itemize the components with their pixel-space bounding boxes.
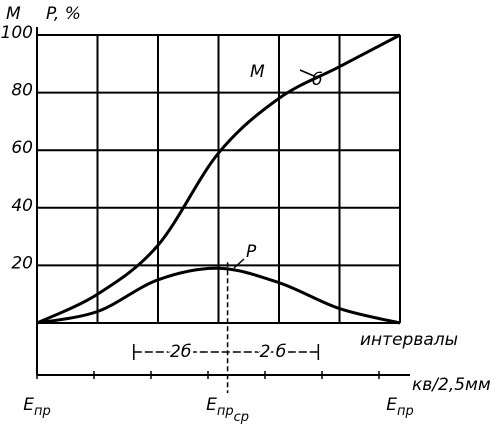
- x-label-base: E: [386, 395, 397, 415]
- y-tick-label: 60: [11, 138, 33, 158]
- y-label: M: [6, 4, 21, 24]
- x-label-sub: пр: [34, 404, 51, 419]
- x-label-sub: пр: [397, 404, 414, 419]
- y-tick-label: 100: [1, 23, 33, 43]
- y-tick-label: 80: [11, 81, 33, 101]
- series-label: P: [246, 242, 257, 262]
- y-tick-label: 40: [11, 196, 33, 216]
- spread-label: 2б: [170, 342, 191, 362]
- unit-label: кв/2,5мм: [412, 375, 491, 395]
- line-series: [36, 266, 401, 325]
- x-label-subsub: ср: [234, 410, 249, 425]
- x-label: Eпрср: [206, 395, 249, 425]
- leader: [299, 69, 315, 77]
- interval-label: интервалы: [360, 330, 458, 350]
- spread-label: 2 б: [260, 342, 287, 362]
- line-series: [36, 33, 401, 325]
- x-label: Eпр: [386, 395, 414, 419]
- y-label-2: P, %: [46, 4, 81, 24]
- x-label-base: E: [206, 395, 217, 415]
- series-label: M: [250, 62, 265, 82]
- x-label-sub: пр: [217, 404, 234, 419]
- x-label-base: E: [23, 395, 34, 415]
- x-label: Eпр: [23, 395, 51, 419]
- sigma-label: б: [312, 70, 322, 90]
- y-tick-label: 20: [11, 253, 33, 273]
- leader: [233, 258, 245, 269]
